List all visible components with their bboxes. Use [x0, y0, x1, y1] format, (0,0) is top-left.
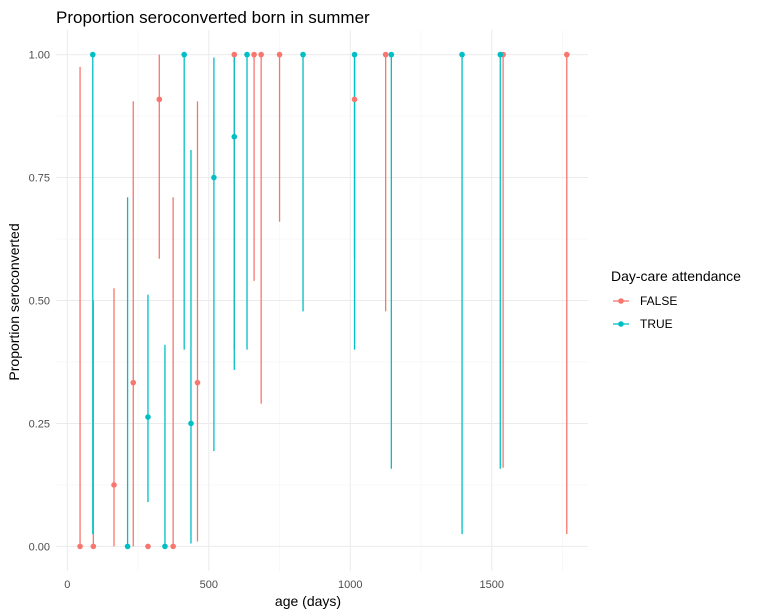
point-true [497, 51, 504, 58]
y-tick-label: 0.50 [29, 296, 50, 308]
point-false [382, 51, 389, 58]
point-false [231, 51, 238, 58]
y-tick-label: 0.75 [29, 173, 50, 185]
point-false [351, 96, 358, 103]
point-true [145, 414, 151, 420]
x-tick-label: 1000 [338, 579, 362, 591]
point-true [124, 543, 131, 550]
y-axis-title: Proportion seroconverted [6, 223, 22, 380]
y-tick-label: 0.25 [29, 418, 50, 430]
data-marks [77, 51, 570, 550]
y-tick-label: 0.00 [29, 541, 50, 553]
legend-label-true: TRUE [640, 317, 673, 331]
point-true [188, 420, 194, 427]
x-tick-label: 0 [64, 579, 70, 591]
point-true [351, 51, 358, 58]
point-false [90, 543, 97, 550]
point-false [170, 543, 176, 550]
x-tick-label: 1500 [480, 579, 504, 591]
grid-lines [56, 30, 588, 571]
x-axis-tick-labels: 0 500 1000 1500 [64, 579, 504, 591]
chart-title: Proportion seroconverted born in summer [56, 8, 370, 27]
x-axis-title: age (days) [275, 593, 341, 609]
legend: Day-care attendance FALSE TRUE [611, 268, 741, 331]
point-true [300, 51, 306, 58]
point-false [130, 379, 137, 386]
x-tick-label: 500 [200, 579, 218, 591]
point-false [276, 51, 283, 58]
point-false [77, 543, 83, 550]
legend-title: Day-care attendance [611, 268, 741, 284]
point-false [251, 51, 257, 58]
legend-key-false [618, 298, 624, 304]
point-true [388, 51, 395, 58]
point-true [244, 51, 250, 58]
point-false [145, 543, 151, 550]
legend-label-false: FALSE [640, 294, 677, 308]
point-false [111, 482, 117, 488]
point-false [563, 51, 570, 58]
point-true [211, 174, 217, 181]
point-false [194, 379, 201, 386]
point-false [156, 96, 163, 103]
point-false [258, 51, 264, 58]
point-true [459, 51, 465, 58]
legend-key-true [618, 321, 624, 327]
point-true [181, 51, 187, 58]
y-axis-tick-labels: 0.00 0.25 0.50 0.75 1.00 [29, 50, 50, 554]
point-true [231, 133, 238, 140]
point-true [89, 51, 96, 58]
point-true [162, 543, 168, 550]
y-tick-label: 1.00 [29, 50, 50, 62]
